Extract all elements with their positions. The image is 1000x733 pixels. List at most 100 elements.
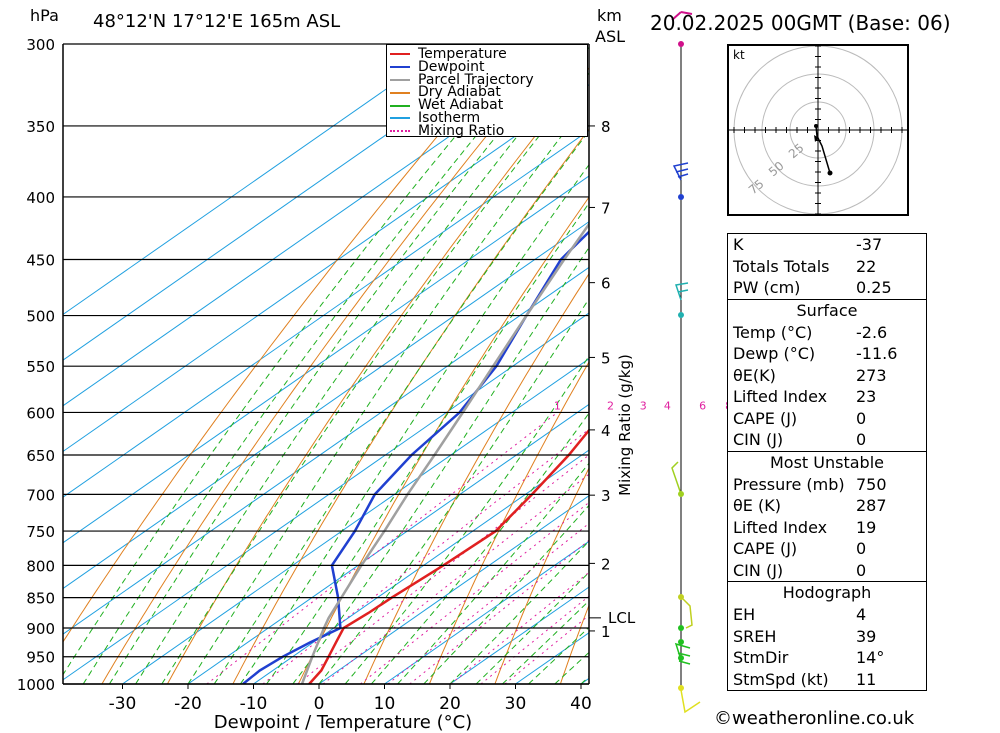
row-label: StmDir [733, 648, 789, 667]
datetime-title: 20.02.2025 00GMT (Base: 06) [650, 11, 951, 35]
km-tick-label: 6 [601, 275, 611, 293]
row-value: 0 [856, 408, 867, 428]
wet-adiabat-line [108, 44, 573, 684]
row-label: CIN (J) [733, 560, 784, 580]
row-label: EH [733, 605, 756, 624]
wet-adiabat-line [344, 355, 589, 684]
wind-profile [671, 11, 701, 714]
pressure-tick-label: 950 [26, 649, 55, 667]
wet-adiabat-line [213, 130, 589, 684]
row-value: 11 [856, 669, 877, 689]
dry-adiabat-line [166, 66, 589, 684]
dry-adiabat-line [494, 466, 589, 684]
hodo-ring-25: 25 [786, 141, 807, 162]
hodograph-table-section: Hodograph EH 4 SREH 39 StmDir 14° StmSpd (kt) 1… [728, 581, 926, 690]
row-label: CAPE (J) [733, 539, 798, 558]
series-parcel-trajectory [300, 221, 589, 684]
series-temperature [308, 428, 589, 684]
row-value: 287 [856, 496, 887, 515]
legend-item: Dewpoint [387, 60, 587, 74]
table-row: SREH 39 [728, 626, 926, 648]
legend-swatch [390, 53, 410, 56]
row-label: Temp (°C) [733, 322, 813, 342]
wet-adiabat-line [475, 571, 589, 684]
isotherm-line [63, 44, 517, 361]
isotherm-line [63, 44, 583, 407]
mixing-ratio-label: 6 [699, 399, 706, 412]
row-label: PW (cm) [733, 278, 801, 297]
axes: -30 -20 -10 0 10 20 30 40 Dewpoint / Temperature… [62, 44, 636, 733]
km-tick-label: 3 [601, 487, 611, 505]
table-row: K -37 [728, 234, 926, 256]
wind-barb [680, 689, 701, 714]
isotherm-line [63, 44, 452, 316]
table-row: Temp (°C) -2.6 [728, 322, 926, 344]
km-label: km [597, 6, 622, 25]
row-value: 23 [856, 387, 877, 406]
table-row: Dewp (°C) -11.6 [728, 343, 926, 365]
hodograph-end-point [827, 170, 833, 176]
row-label: Lifted Index [733, 517, 828, 537]
hodograph-start-point [814, 124, 818, 128]
row-label: Totals Totals [733, 256, 830, 276]
legend-label: Wet Adiabat [418, 97, 504, 114]
table-row: θE(K) 273 [728, 365, 926, 387]
storm-motion-marker [814, 135, 819, 142]
wet-adiabat-line [135, 46, 589, 684]
isotherm-line [318, 495, 589, 684]
row-value: -11.6 [856, 344, 898, 363]
row-label: CAPE (J) [733, 408, 798, 428]
isotherm-line [63, 175, 589, 544]
wind-barb [675, 282, 689, 301]
pressure-tick-label: 650 [26, 447, 55, 465]
lcl-label: LCL [608, 609, 636, 627]
wet-adiabat-line [292, 246, 589, 684]
row-value: 4 [856, 605, 867, 624]
isotherm-line [384, 540, 589, 684]
pressure-tick-label: 500 [26, 308, 55, 326]
table-row: Lifted Index 19 [728, 517, 926, 539]
row-label: CIN (J) [733, 430, 784, 449]
row-value: 14° [856, 648, 885, 667]
legend-item: Wet Adiabat [387, 97, 587, 114]
wind-barb [672, 162, 689, 181]
wet-adiabat-line [502, 600, 589, 684]
legend-item: Dry Adiabat [387, 86, 587, 99]
legend-swatch [390, 66, 410, 69]
temperature-tick-label: -30 [109, 694, 137, 714]
km-tick-label: 8 [601, 118, 611, 136]
legend-label: Dry Adiabat [418, 84, 501, 101]
table-row: CAPE (J) 0 [728, 408, 926, 430]
pressure-tick-label: 600 [26, 404, 55, 422]
row-value: -37 [856, 235, 883, 254]
legend-swatch [390, 104, 410, 107]
wind-level-dot [678, 41, 684, 47]
isotherm-line [63, 312, 589, 681]
mixing-ratio-label: 2 [607, 399, 614, 412]
km-tick-label: 2 [601, 555, 611, 573]
wind-level-dot [678, 312, 684, 318]
pressure-tick-label: 900 [26, 620, 55, 638]
temperature-tick-label: -10 [240, 694, 268, 714]
row-label: Pressure (mb) [733, 474, 845, 494]
dry-adiabat-line [363, 272, 589, 684]
row-value: 0 [856, 560, 867, 580]
hodo-ring-50: 50 [766, 159, 787, 180]
wind-barb [680, 596, 693, 629]
legend-swatch [390, 130, 410, 133]
legend-label: Isotherm [418, 109, 481, 126]
row-label: K [733, 235, 744, 254]
legend-item: Parcel Trajectory [387, 73, 587, 86]
temperature-tick-label: 20 [439, 694, 461, 714]
pressure-tick-label: 400 [26, 189, 55, 207]
hodograph-unit: kt [733, 48, 745, 62]
table-row: CIN (J) 0 [728, 429, 926, 451]
row-value: 273 [856, 365, 887, 385]
x-axis-label: Dewpoint / Temperature (°C) [214, 712, 472, 733]
surface-title: Surface [796, 300, 858, 320]
temperature-tick-label: -20 [174, 694, 202, 714]
km-tick-label: 4 [601, 422, 611, 440]
pressure-tick-label: 700 [26, 486, 55, 504]
temperature-tick-label: 30 [505, 694, 527, 714]
km-tick-label: 5 [601, 349, 611, 367]
